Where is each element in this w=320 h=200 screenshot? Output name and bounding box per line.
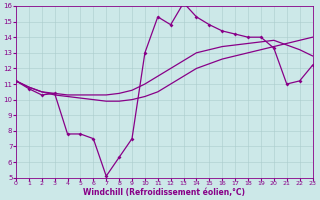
X-axis label: Windchill (Refroidissement éolien,°C): Windchill (Refroidissement éolien,°C) [83,188,245,197]
